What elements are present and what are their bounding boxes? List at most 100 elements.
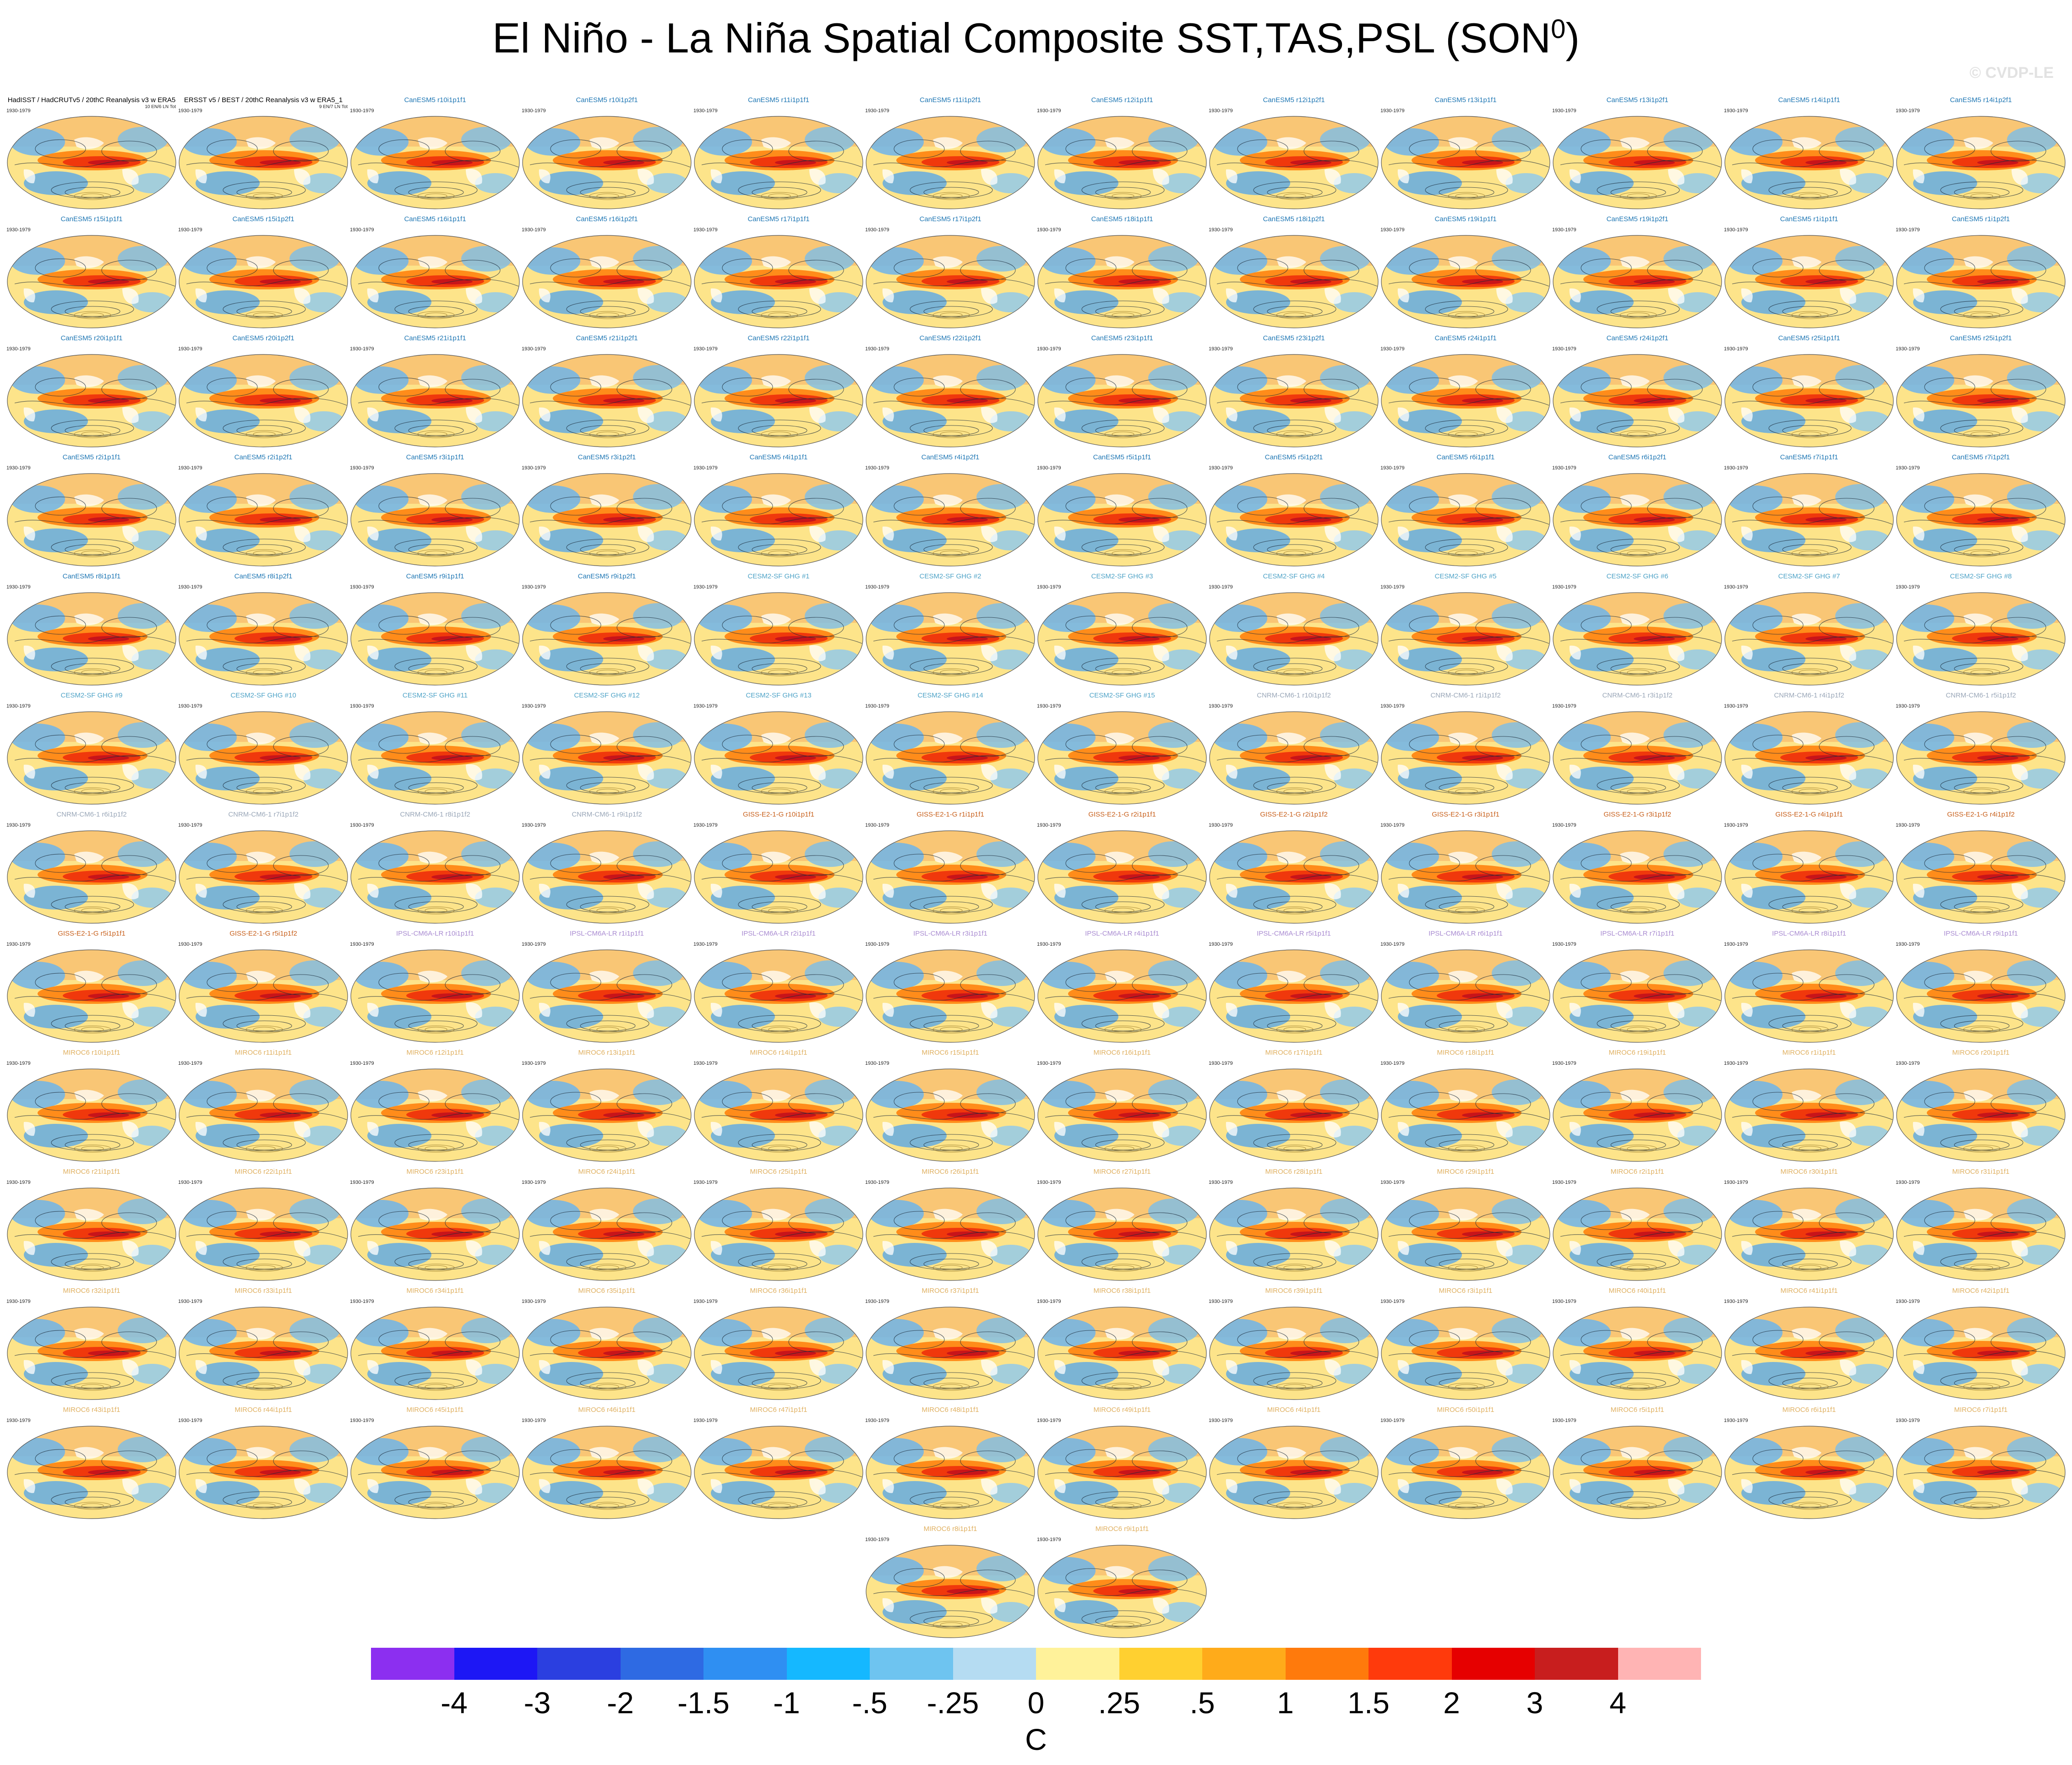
panel-period: 1930-1979 (865, 1537, 889, 1542)
colorbar-swatch (703, 1648, 787, 1680)
colorbar-swatch (786, 1648, 870, 1680)
panel-period: 1930-1979 (1724, 1180, 1748, 1185)
panel-title: MIROC6 r20i1p1f1 (1952, 1049, 2010, 1057)
globe-map (522, 830, 692, 924)
panel-period: 1930-1979 (6, 1061, 31, 1066)
globe-map (1553, 354, 1722, 447)
panel-period: 1930-1979 (178, 346, 202, 352)
panel-title: CanESM5 r22i1p1f1 (747, 334, 810, 342)
panel-period: 1930-1979 (865, 584, 889, 590)
panel-title: CNRM-CM6-1 r10i1p1f2 (1257, 692, 1331, 699)
panel-period: 1930-1979 (865, 1418, 889, 1423)
map-panel: MIROC6 r38i1p1f1 1930-1979 (1036, 1287, 1208, 1401)
panel-title: CanESM5 r22i1p2f1 (919, 334, 981, 342)
panel-period: 1930-1979 (1552, 108, 1576, 114)
panel-title: MIROC6 r42i1p1f1 (1952, 1287, 2010, 1295)
globe-map (694, 949, 863, 1043)
panel-title: CanESM5 r20i1p1f1 (60, 334, 123, 342)
globe-map (866, 1307, 1035, 1400)
panel-title: GISS-E2-1-G r10i1p1f1 (743, 811, 814, 818)
panel-title: CanESM5 r21i1p1f1 (404, 334, 466, 342)
colorbar-tick-label: 3 (1526, 1686, 1543, 1720)
globe-map (522, 1307, 692, 1400)
panel-title: GISS-E2-1-G r3i1p1f1 (1432, 811, 1499, 818)
panel-period: 1930-1979 (1037, 823, 1061, 828)
globe-map (522, 1188, 692, 1281)
panel-period: 1930-1979 (522, 227, 546, 233)
map-panel: MIROC6 r8i1p1f1 1930-1979 (864, 1525, 1036, 1640)
globe-map (7, 354, 176, 447)
globe-map (1381, 1068, 1550, 1162)
globe-map (522, 354, 692, 447)
map-panel: CESM2-SF GHG #5 1930-1979 (1380, 572, 1552, 687)
map-panel: CESM2-SF GHG #11 1930-1979 (349, 692, 521, 806)
panel-title: CanESM5 r19i1p2f1 (1606, 215, 1669, 223)
colorbar-tick-label: 1 (1277, 1686, 1294, 1720)
panel-title: GISS-E2-1-G r5i1p1f2 (229, 930, 297, 937)
map-panel: IPSL-CM6A-LR r1i1p1f1 1930-1979 (521, 930, 693, 1044)
panel-period: 1930-1979 (1724, 1418, 1748, 1423)
globe-map (1209, 1188, 1379, 1281)
panel-period: 1930-1979 (6, 942, 31, 947)
map-panel: MIROC6 r25i1p1f1 1930-1979 (692, 1168, 865, 1282)
colorbar-swatch (537, 1648, 621, 1680)
globe-map (1381, 949, 1550, 1043)
panel-period: 1930-1979 (1037, 227, 1061, 233)
panel-title: MIROC6 r12i1p1f1 (406, 1049, 464, 1057)
globe-map (1037, 473, 1207, 567)
map-panel: CanESM5 r8i1p1f1 1930-1979 (5, 572, 178, 687)
globe-map (1896, 1307, 2066, 1400)
panel-period: 1930-1979 (1209, 1061, 1233, 1066)
globe-map (694, 1188, 863, 1281)
panel-period: 1930-1979 (1552, 1418, 1576, 1423)
globe-map (694, 711, 863, 805)
panel-period: 1930-1979 (1209, 227, 1233, 233)
panel-title: CESM2-SF GHG #9 (60, 692, 123, 699)
panel-title: MIROC6 r36i1p1f1 (750, 1287, 807, 1295)
panel-title: IPSL-CM6A-LR r8i1p1f1 (1772, 930, 1846, 937)
globe-map (866, 1545, 1035, 1638)
globe-map (1896, 949, 2066, 1043)
map-panel: CanESM5 r13i1p1f1 1930-1979 (1380, 96, 1552, 211)
panel-title: IPSL-CM6A-LR r5i1p1f1 (1257, 930, 1331, 937)
map-panel: CanESM5 r19i1p2f1 1930-1979 (1551, 215, 1723, 330)
panel-period: 1930-1979 (178, 108, 202, 114)
panel-period: 1930-1979 (350, 942, 374, 947)
panel-title: CanESM5 r24i1p1f1 (1434, 334, 1497, 342)
globe-map (1553, 116, 1722, 209)
globe-map (350, 235, 520, 328)
panel-title: CNRM-CM6-1 r3i1p1f2 (1602, 692, 1673, 699)
globe-map (1724, 1307, 1894, 1400)
globe-map (1209, 592, 1379, 686)
panel-title: MIROC6 r25i1p1f1 (750, 1168, 807, 1176)
panel-title: CanESM5 r6i1p1f1 (1436, 453, 1495, 461)
panel-title: MIROC6 r16i1p1f1 (1093, 1049, 1151, 1057)
panel-period: 1930-1979 (178, 942, 202, 947)
panel-period: 1930-1979 (350, 703, 374, 709)
panel-period: 1930-1979 (6, 465, 31, 471)
panel-period: 1930-1979 (1552, 346, 1576, 352)
panel-period: 1930-1979 (1552, 1180, 1576, 1185)
panel-period: 1930-1979 (6, 1180, 31, 1185)
globe-map (1724, 116, 1894, 209)
map-panel: CanESM5 r10i1p1f1 1930-1979 (349, 96, 521, 211)
globe-map (1037, 830, 1207, 924)
panel-period: 1930-1979 (865, 108, 889, 114)
map-panel: MIROC6 r17i1p1f1 1930-1979 (1208, 1049, 1380, 1163)
globe-map (350, 711, 520, 805)
globe-map (1896, 235, 2066, 328)
panel-period: 1930-1979 (1380, 465, 1405, 471)
map-panel: CESM2-SF GHG #7 1930-1979 (1723, 572, 1895, 687)
panel-title: CanESM5 r25i1p2f1 (1950, 334, 2012, 342)
panel-title: MIROC6 r38i1p1f1 (1093, 1287, 1151, 1295)
map-panel: CanESM5 r3i1p2f1 1930-1979 (521, 453, 693, 568)
panel-title: CNRM-CM6-1 r1i1p1f2 (1430, 692, 1501, 699)
map-panel: MIROC6 r3i1p1f1 1930-1979 (1380, 1287, 1552, 1401)
map-panel: MIROC6 r13i1p1f1 1930-1979 (521, 1049, 693, 1163)
map-panel: IPSL-CM6A-LR r9i1p1f1 1930-1979 (1895, 930, 2067, 1044)
panel-title: CanESM5 r23i1p2f1 (1263, 334, 1325, 342)
map-panel: MIROC6 r22i1p1f1 1930-1979 (177, 1168, 349, 1282)
globe-map (7, 711, 176, 805)
globe-map (1724, 1068, 1894, 1162)
panel-period: 1930-1979 (1896, 823, 1920, 828)
